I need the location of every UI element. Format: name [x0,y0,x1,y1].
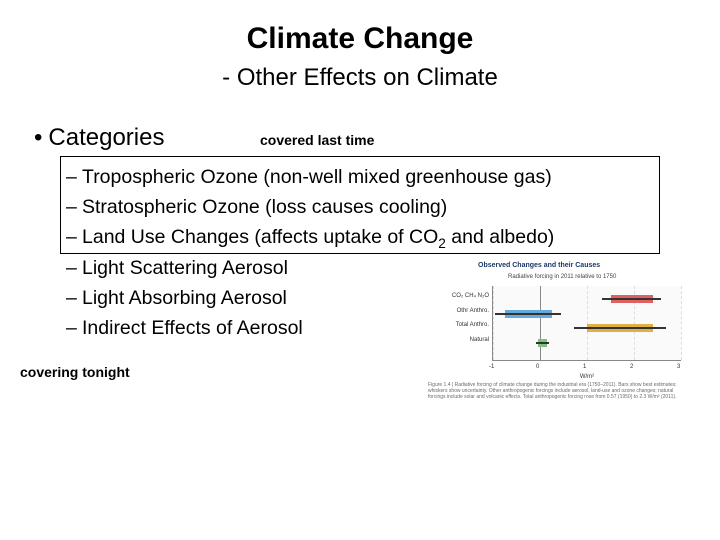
x-tick-label: 1 [583,364,586,370]
chart-row-label: Natural [431,337,489,343]
gridline [493,286,494,360]
gridline [587,286,588,360]
chart-whisker [495,313,561,315]
x-axis-title: W/m² [493,374,681,380]
x-tick-label: -1 [489,364,494,370]
item-text: Light Absorbing Aerosol [82,287,287,309]
slide: Climate Change - Other Effects on Climat… [0,0,720,540]
chart-row-label: CO₂ CH₄ N₂O [431,293,489,299]
chart-caption: Figure 1.4 | Radiative forcing of climat… [428,382,692,400]
item-text: Indirect Effects of Aerosol [82,317,303,339]
heading-text: Categories [48,124,164,151]
chart-subtitle: Radiative forcing in 2011 relative to 17… [508,274,616,280]
covered-box [60,156,660,254]
gridline [681,286,682,360]
chart-whisker [574,327,666,329]
mini-forcing-chart: Observed Changes and their Causes Radiat… [428,262,692,432]
covered-last-time-label: covered last time [260,132,374,148]
chart-plot-area: W/m² -10123CO₂ CH₄ N₂OOthr Anthro.Total … [492,286,681,361]
chart-title: Observed Changes and their Causes [478,262,600,269]
item-text: Light Scattering Aerosol [82,257,288,279]
chart-whisker [536,342,549,344]
x-tick-label: 0 [536,364,539,370]
bullet-dot: • [34,124,42,152]
chart-row-label: Total Anthro. [431,322,489,328]
x-tick-label: 3 [677,364,680,370]
chart-whisker [602,298,661,300]
chart-row-label: Othr Anthro. [431,308,489,314]
gridline [540,286,541,360]
covering-tonight-label: covering tonight [20,364,130,380]
x-tick-label: 2 [630,364,633,370]
slide-subtitle: - Other Effects on Climate [0,64,720,92]
heading-bullet: •Categories [34,124,164,152]
slide-title: Climate Change [0,22,720,56]
